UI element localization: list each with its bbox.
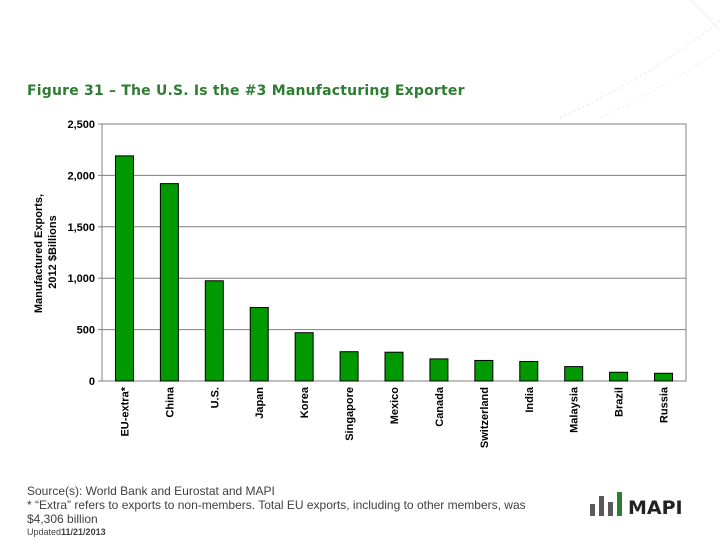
y-tick-label: 1,500 [67,222,95,234]
grid-lines [102,174,686,331]
bar [204,280,224,382]
x-tick-label: EU-extra* [119,386,131,436]
bar [384,351,404,382]
bar [249,306,269,382]
footer: Source(s): World Bank and Eurostat and M… [27,484,567,537]
y-tick-label: 500 [77,325,95,337]
mapi-logo-icon [590,492,622,516]
y-tick-label: 2,000 [67,170,95,182]
x-tick-label: Switzerland [479,387,491,448]
page-title: Figure 31 – The U.S. Is the #3 Manufactu… [27,83,465,99]
bar [474,359,494,382]
x-tick-label: Russia [659,386,671,423]
x-tick-label: U.S. [209,387,221,408]
bar [429,358,449,382]
x-tick-label: Brazil [614,387,626,417]
bar [564,366,584,382]
bar-chart: 0 500 1,000 1,500 2,000 2,500 EU-extra* China U… [33,119,687,448]
y-tick-label: 1,000 [67,273,95,285]
x-axis-labels: EU-extra* China U.S. Japan Korea Singapore Mex… [119,386,670,448]
y-axis-title: Manufactured Exports, 2012 $Billions [33,191,59,313]
y-axis: 0 500 1,000 1,500 2,000 2,500 [67,119,102,388]
bar [609,371,629,382]
updated-label: Updated [27,527,62,537]
x-tick-label: Mexico [389,387,401,425]
x-tick-label: India [524,386,536,413]
bar [114,155,134,382]
plot-area [101,123,687,382]
footnote: * “Extra” refers to exports to non-membe… [27,498,526,526]
bar [654,372,674,382]
mapi-logo: MAPI [590,492,683,518]
bar [294,332,314,382]
bar [159,183,179,382]
y-tick-label: 2,500 [67,119,95,131]
bar [519,360,539,382]
bar [339,351,359,382]
x-tick-label: China [164,386,176,417]
y-tick-label: 0 [89,376,95,388]
source-text: Source(s): World Bank and Eurostat and M… [27,484,275,498]
corner-decoration [559,0,720,119]
x-tick-label: Korea [299,386,311,418]
x-tick-label: Singapore [344,387,356,441]
updated-stamp: Updated11/21/2013 [27,527,567,537]
updated-date: 11/21/2013 [61,527,106,537]
x-tick-label: Japan [254,387,266,419]
x-tick-label: Malaysia [569,386,581,433]
bars [114,155,674,382]
x-tick-label: Canada [434,386,446,427]
logo-text: MAPI [628,497,683,519]
